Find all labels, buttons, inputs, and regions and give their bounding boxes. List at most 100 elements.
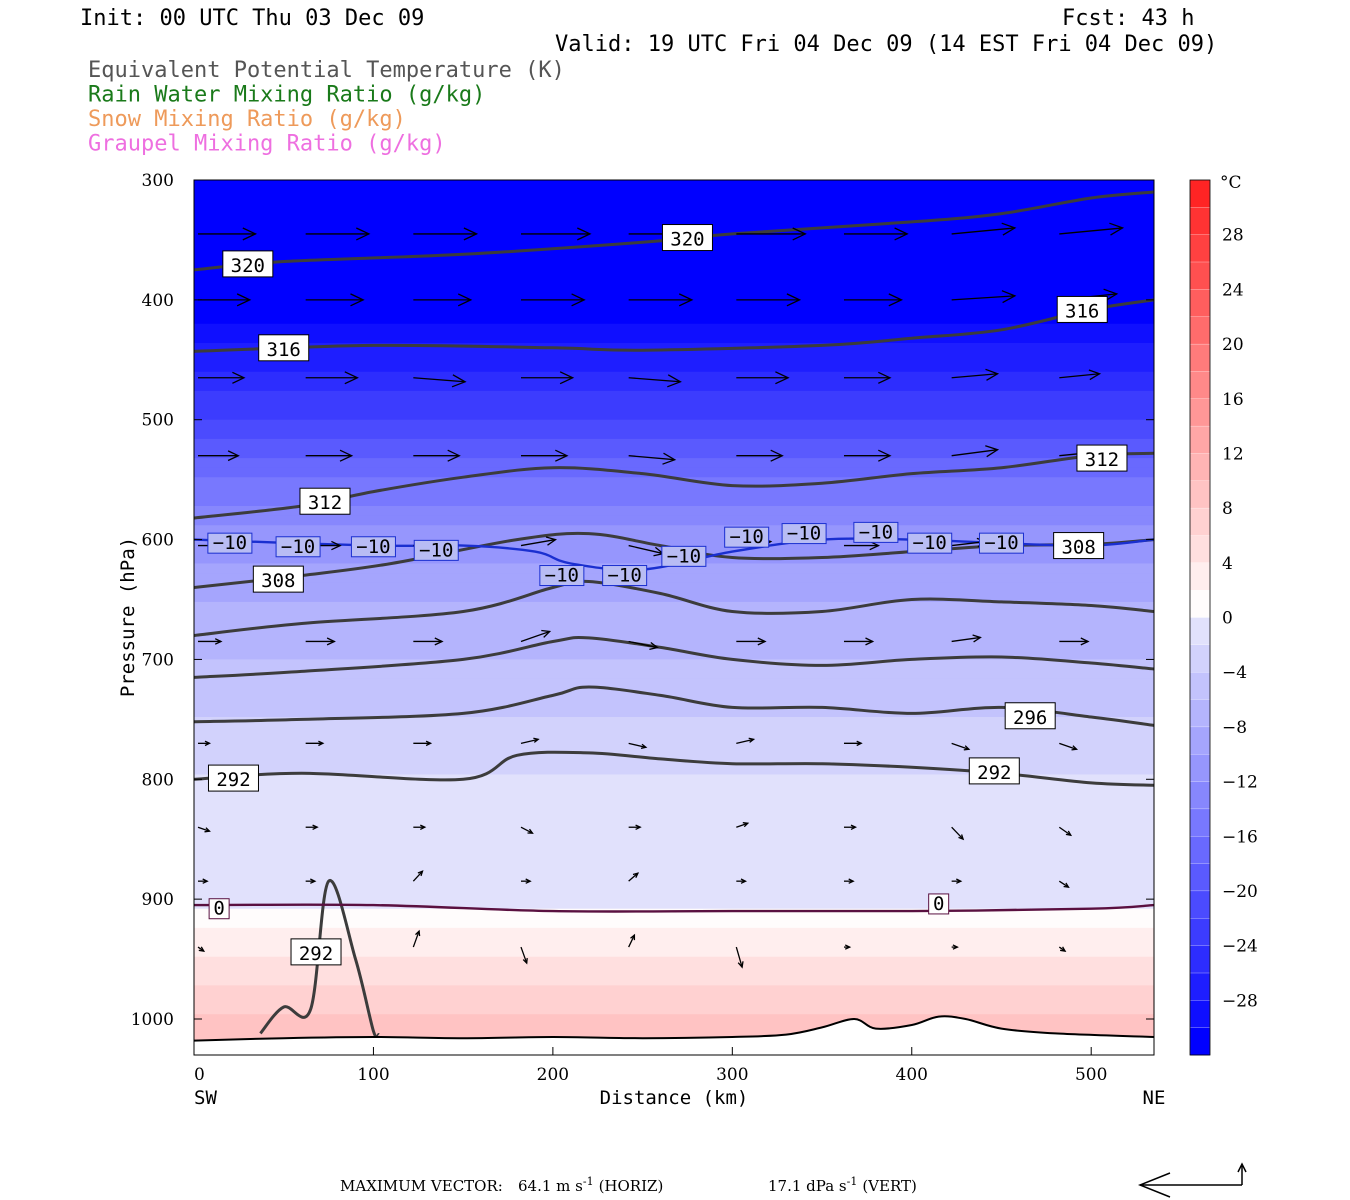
wind-vector-head	[667, 374, 682, 388]
temperature-band	[194, 927, 1154, 939]
colorbar-segment	[1189, 863, 1211, 892]
temperature-band	[194, 448, 1154, 459]
legend-entry: Equivalent Potential Temperature (K)	[88, 58, 565, 83]
temperature-band	[194, 534, 1154, 545]
temperature-band	[194, 966, 1154, 977]
theta-e-label-box	[1076, 444, 1128, 472]
wind-vector-head	[434, 637, 444, 646]
temperature-band	[194, 266, 1154, 277]
colorbar-frame	[1189, 179, 1211, 1056]
colorbar-segment	[1189, 808, 1211, 837]
wind-vector-head	[737, 961, 744, 969]
wind-vector-head	[775, 371, 790, 385]
theta-e-label-box	[299, 487, 351, 515]
forecast-hour: Fcst: 43 h	[1062, 6, 1194, 31]
colorbar-segment	[1189, 234, 1211, 263]
wind-vector	[628, 742, 647, 748]
wind-vector	[736, 738, 754, 744]
temperature-band	[194, 352, 1154, 363]
temperature-band	[194, 793, 1154, 804]
wind-vector-head	[1165, 741, 1170, 745]
temperature-band	[194, 486, 1154, 497]
colorbar-segment	[1189, 918, 1211, 947]
theta-e-contour-line	[194, 685, 1154, 727]
temperature-band	[194, 467, 1154, 478]
colorbar-segment	[1189, 781, 1211, 810]
wind-vector	[628, 872, 639, 882]
isotherm-label-box	[413, 539, 459, 561]
temperature-band	[194, 601, 1154, 613]
wind-vector-head	[888, 293, 904, 307]
temperature-band	[194, 515, 1154, 526]
wind-vector-head	[463, 227, 479, 241]
wind-vector-head	[878, 371, 892, 384]
isotherm-label: −10	[667, 545, 701, 567]
temperature-band	[194, 774, 1154, 785]
colorbar-segment	[1189, 398, 1211, 427]
temperature-band	[194, 323, 1154, 334]
wind-vector-head	[571, 293, 586, 307]
colorbar-segment	[1189, 890, 1211, 919]
theta-e-label-box	[968, 757, 1020, 785]
wind-vector-head	[1059, 946, 1067, 952]
temperature-band	[194, 975, 1154, 987]
wind-vector	[951, 295, 1015, 301]
temperature-band	[194, 410, 1154, 421]
colorbar-tick-label: 20	[1222, 335, 1244, 355]
colorbar-segment	[1189, 617, 1211, 646]
colorbar-segment	[1189, 507, 1211, 537]
y-tick-label: 300	[142, 171, 174, 191]
colorbar-unit: °C	[1220, 173, 1242, 193]
wind-vector-head	[339, 449, 354, 462]
temperature-band	[194, 314, 1154, 325]
wind-vector-head	[198, 946, 206, 952]
temperature-band	[194, 573, 1154, 584]
wind-vector-head	[451, 374, 467, 388]
wind-vector-head	[956, 878, 963, 884]
x-tick-label: 400	[896, 1065, 928, 1085]
temperature-band	[194, 707, 1154, 718]
wind-vector-head	[1103, 288, 1119, 302]
isotherm-label-box	[781, 523, 827, 545]
temperature-band	[194, 841, 1154, 852]
wind-vector-head	[457, 293, 473, 307]
temperature-band	[194, 247, 1154, 258]
isotherm-line	[194, 903, 1154, 913]
isotherm-label: −10	[984, 532, 1018, 554]
wind-vector-head	[662, 452, 677, 465]
temperature-band	[194, 506, 1154, 517]
colorbar-tick-label: −8	[1222, 718, 1247, 738]
temperature-band	[194, 784, 1154, 795]
wind-vector-head	[640, 743, 648, 750]
wind-vector-head	[1175, 375, 1181, 381]
wind-vector-head	[1063, 882, 1070, 889]
temperature-band	[194, 1023, 1154, 1034]
temperature-band	[194, 630, 1154, 641]
temperature-band	[194, 947, 1154, 958]
wind-vector	[951, 227, 1015, 235]
wind-vector-head	[630, 933, 636, 941]
temperature-band	[194, 678, 1154, 689]
wind-vector-head	[559, 371, 575, 385]
terrain-fill	[194, 1016, 1154, 1055]
wind-vector	[1059, 227, 1123, 235]
isotherm-label-box	[602, 565, 648, 587]
wind-vector-head	[242, 227, 258, 241]
theta-e-label-box	[661, 224, 713, 252]
wind-vector-head	[356, 227, 371, 241]
wind-vector-head	[740, 878, 748, 884]
wind-vector-head	[865, 637, 875, 646]
temperature-band	[194, 995, 1154, 1006]
colorbar-segment	[1189, 289, 1211, 318]
isotherm-label: −10	[419, 539, 453, 561]
isotherm-label: −10	[545, 565, 579, 587]
temperature-band	[194, 381, 1154, 392]
wind-vector	[520, 826, 533, 834]
theta-e-label: 312	[1085, 449, 1119, 471]
theta-e-label: 320	[670, 229, 704, 251]
wind-vector	[1059, 373, 1100, 379]
wind-vector-head	[204, 740, 212, 747]
colorbar-segment	[1189, 699, 1211, 728]
temperature-band	[194, 1004, 1154, 1015]
theta-e-label: 316	[1065, 300, 1099, 322]
